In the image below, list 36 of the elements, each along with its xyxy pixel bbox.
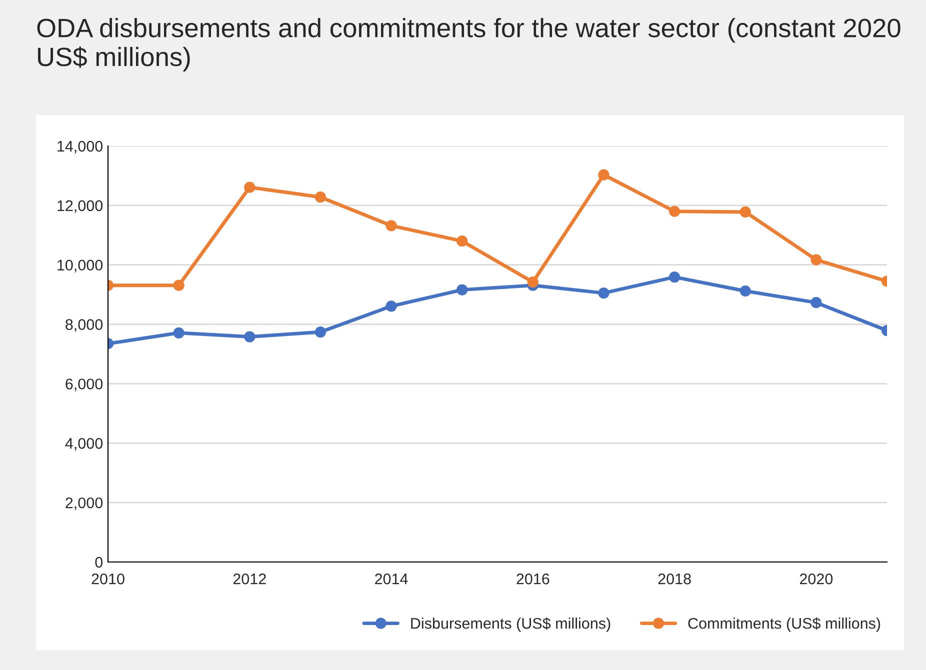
y-tick-label: 6,000	[66, 378, 103, 392]
point	[810, 297, 822, 308]
y-tick-label: 0	[95, 556, 103, 568]
y-tick-label: 12,000	[58, 200, 103, 213]
point	[740, 206, 751, 218]
point	[668, 206, 680, 217]
point	[456, 236, 468, 247]
x-tick-label: 2014	[375, 574, 408, 584]
point	[386, 300, 397, 312]
y-tick-label: 4,000	[65, 438, 103, 451]
y-tick-label: 2,000	[66, 497, 103, 510]
y-tick-label: 8,000	[66, 319, 103, 332]
x-tick-label: 2010	[92, 574, 124, 584]
point	[244, 331, 256, 342]
y-tick-label: 10,000	[58, 260, 103, 272]
legend-label: Disbursements (US$ millions)	[411, 617, 610, 632]
x-tick-label: 2012	[233, 574, 266, 584]
y-tick-label: 14,000	[58, 140, 103, 154]
point	[668, 271, 680, 283]
x-tick-label: 2020	[800, 574, 833, 584]
x-tick-label: 2016	[516, 574, 550, 584]
point	[314, 192, 326, 203]
point	[314, 326, 326, 338]
point	[173, 327, 184, 338]
point	[456, 284, 468, 296]
point	[244, 182, 256, 193]
legend-label: Commitments (US$ millions)	[688, 617, 880, 632]
point	[740, 285, 751, 297]
point	[386, 220, 397, 232]
point	[173, 280, 184, 291]
chart-title: ODA disbursements and commitments for the water sector (constant 2020 US$ millions)	[37, 18, 900, 72]
point	[598, 169, 610, 180]
point	[527, 276, 538, 288]
point	[810, 254, 822, 266]
point	[598, 288, 610, 299]
x-tick-label: 2018	[658, 574, 691, 584]
